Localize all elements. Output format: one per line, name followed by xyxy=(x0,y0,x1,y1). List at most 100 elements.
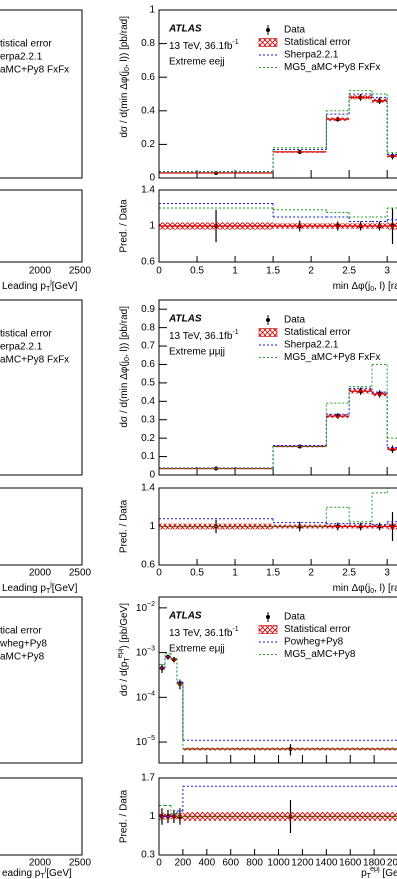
legend-label: MG5_aMC+Py8 FxFx xyxy=(284,62,380,73)
x-tick-label: 2.5 xyxy=(342,568,356,579)
plot-frame xyxy=(158,596,397,764)
x-tick-label: 3 xyxy=(384,266,390,277)
y-tick-label: 0.4 xyxy=(141,396,155,407)
y-axis-label: dσ / d(pTeμj) [pb/GeV] xyxy=(117,603,131,696)
y-axis-label-part: dσ / d(p xyxy=(119,661,130,696)
atlas-label: ATLAS xyxy=(168,314,202,325)
legend-label: Statistical error xyxy=(284,624,351,635)
x-tick-label: 0.5 xyxy=(190,568,204,579)
y-axis-label-part: , l)) [pb/rad] xyxy=(119,306,130,357)
y-axis-label: dσ / d(min Δφ(j0, l)) [pb/rad] xyxy=(119,16,132,138)
y-axis-label-part: , l)) [pb/rad] xyxy=(119,16,130,67)
legend-marker xyxy=(266,318,270,322)
legend-label: Data xyxy=(284,612,306,623)
left-ratio-frame xyxy=(0,777,83,856)
y-tick-label: 0.3 xyxy=(141,414,155,425)
legend-label: MG5_aMC+Py8 FxFx xyxy=(284,352,380,363)
energy-label-part: 13 TeV, 36.1fb xyxy=(169,628,233,639)
x-axis-label-part: [GeV] xyxy=(52,583,78,594)
legend-fragment: tistical error xyxy=(0,329,52,340)
x-tick-label: 1600 xyxy=(339,858,362,869)
legend-fragment: aMC+Py8 FxFx xyxy=(0,65,69,76)
x-tick-label: 1.5 xyxy=(266,266,280,277)
ratio-y-tick-label: 0.6 xyxy=(141,560,155,571)
y-tick-label: 0.7 xyxy=(141,341,155,352)
x-axis-label-part: j xyxy=(49,581,52,588)
y-tick-label: 0.6 xyxy=(141,359,155,370)
x-tick-label: 0 xyxy=(156,568,162,579)
y-tick-label: 0.9 xyxy=(141,304,155,315)
x-axis-label-part: T xyxy=(46,286,51,293)
x-tick-label: 1000 xyxy=(267,858,290,869)
region-label: Extreme eejj xyxy=(169,57,225,68)
x-tick-label: 2500 xyxy=(69,568,92,579)
ratio-y-tick-label: 1 xyxy=(149,811,155,822)
x-tick-label: 0.5 xyxy=(190,266,204,277)
left-ratio-frame xyxy=(0,189,83,263)
x-tick-label: 2.5 xyxy=(342,266,356,277)
x-tick-label: 2000 xyxy=(29,858,52,869)
x-tick-label: 2 xyxy=(308,568,314,579)
energy-label-part: 13 TeV, 36.1fb xyxy=(169,41,233,52)
legend-marker xyxy=(258,625,278,634)
x-axis-label-part: [GeV] xyxy=(46,868,72,879)
legend-label: Statistical error xyxy=(284,327,351,338)
x-tick-label: 2500 xyxy=(69,266,92,277)
x-tick-label: 2500 xyxy=(69,858,92,869)
y-tick-label: 0.2 xyxy=(141,433,155,444)
x-tick-label: 200 xyxy=(175,858,192,869)
x-tick-label: 1 xyxy=(232,266,238,277)
legend-label: MG5_aMC+Py8 xyxy=(284,649,356,660)
y-tick-label: 0.1 xyxy=(141,451,155,462)
region-label: Extreme μμjj xyxy=(169,347,225,358)
x-tick-label: 1400 xyxy=(315,858,338,869)
x-axis-label-part: 0 xyxy=(370,286,374,293)
legend-marker xyxy=(266,28,270,32)
x-tick-label: 2000 xyxy=(29,266,52,277)
x-tick-label: 1800 xyxy=(363,858,386,869)
x-axis-label-part: eμj xyxy=(370,866,380,873)
legend-fragment: tistical error xyxy=(0,39,52,50)
y-axis-label-part: T xyxy=(124,657,131,662)
x-axis-label-part: [GeV] xyxy=(52,281,78,292)
atlas-label: ATLAS xyxy=(168,24,202,35)
x-tick-label: 2000 xyxy=(29,568,52,579)
left-frame xyxy=(0,596,83,764)
x-tick-label: 2000 xyxy=(387,858,397,869)
x-axis-label-part: p xyxy=(361,868,367,879)
legend-fragment: erpa2.2.1 xyxy=(0,52,43,63)
x-tick-label: 0 xyxy=(156,266,162,277)
y-tick-label: 0.2 xyxy=(141,139,155,150)
x-axis-label: min Δφ(j0, l) [rad] xyxy=(333,583,397,596)
x-axis-label: pTeμj [GeV] xyxy=(361,866,397,879)
left-frame xyxy=(0,299,83,476)
ratio-y-tick-label: 1.4 xyxy=(141,483,155,494)
x-axis-label: eading pTj[GeV] xyxy=(2,866,72,879)
ratio-frame xyxy=(158,777,397,856)
y-tick-label: 0.8 xyxy=(141,322,155,333)
x-axis-label-part: [GeV] xyxy=(380,868,397,879)
ratio-frame xyxy=(158,189,397,263)
x-axis-label-part: Leading p xyxy=(2,583,46,594)
x-axis-label-part: T xyxy=(367,873,372,879)
y-axis-label-part: eμj xyxy=(117,648,124,658)
x-tick-label: 1 xyxy=(232,568,238,579)
x-axis-label-part: min Δφ(j xyxy=(333,281,371,292)
x-tick-label: 1.5 xyxy=(266,568,280,579)
legend-marker xyxy=(266,615,270,619)
ratio-y-tick-label: 1.7 xyxy=(141,773,155,784)
x-axis-label: Leading pTj[GeV] xyxy=(2,581,78,595)
y-axis-label: dσ / d(min Δφ(j0, l)) [pb/rad] xyxy=(119,306,132,428)
y-tick-label: 1 xyxy=(149,5,155,16)
legend-marker xyxy=(258,328,278,337)
y-axis-label-part: dσ / d(min Δφ(j xyxy=(119,71,130,138)
x-axis-label-part: T xyxy=(46,588,51,595)
y-tick-label: 0.4 xyxy=(141,105,155,116)
y-axis-label-part: dσ / d(min Δφ(j xyxy=(119,361,130,428)
x-axis-label-part: , l) [rad] xyxy=(374,583,397,594)
y-tick-label: 0.5 xyxy=(141,378,155,389)
energy-label: 13 TeV, 36.1fb-1 xyxy=(169,329,239,341)
legend-fragment: wheg+Py8 xyxy=(0,639,47,650)
y-tick-label: 10−5 xyxy=(136,735,155,747)
x-axis-label: min Δφ(j0, l) [rad] xyxy=(333,281,397,294)
